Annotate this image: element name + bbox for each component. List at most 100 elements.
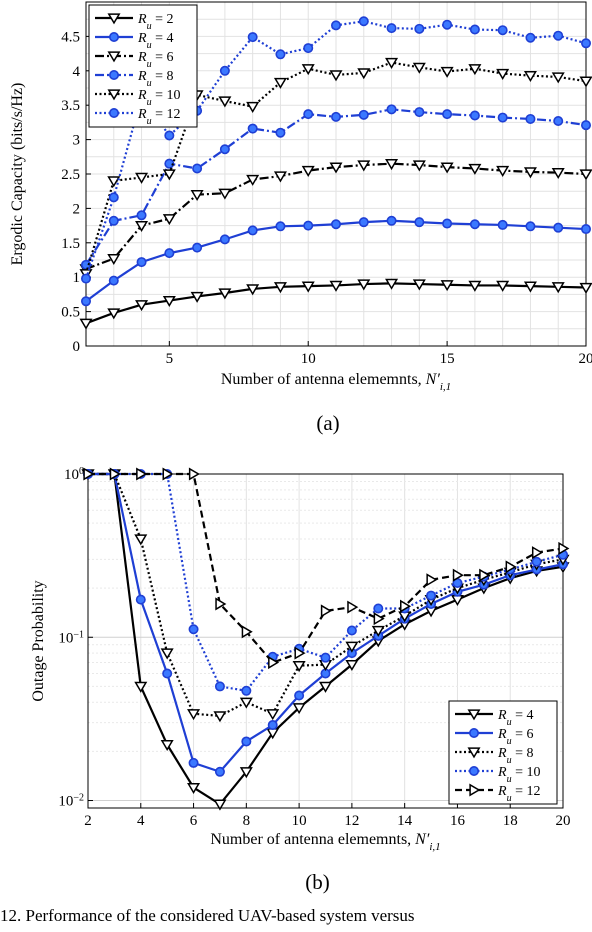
data-point [373,603,384,614]
panel-label: (a) [316,411,339,435]
series-ru8 [81,104,591,270]
data-point [292,661,306,673]
legend-label: Ru = 4 [497,708,533,728]
data-point [371,625,385,637]
data-point [580,120,591,131]
y-axis-label: Ergodic Capacity (bits/s/Hz) [9,83,26,266]
data-point [109,467,121,481]
data-point [330,20,341,31]
data-point [440,66,454,78]
data-point [357,279,371,291]
legend-label: Ru = 8 [137,69,173,89]
legend-swatch-marker [107,51,121,63]
data-point [303,220,314,231]
data-point [468,163,482,175]
y-axis-label: Outage Probability [30,580,47,701]
data-point [294,646,306,660]
data-point [273,282,287,294]
series-ru10 [79,57,592,281]
data-point [525,113,536,124]
data-point [247,123,258,134]
legend-label: Ru = 4 [137,31,173,51]
data-point [292,703,306,715]
data-point [469,110,480,121]
data-point [531,556,542,567]
data-point [357,160,371,172]
y-tick-label: 1.5 [61,236,80,252]
data-point [496,280,510,292]
data-point [136,257,147,268]
data-point [414,217,425,228]
data-point [188,624,199,635]
data-point [275,49,286,60]
y-tick-label: 100 [64,466,84,484]
data-point [188,757,199,768]
data-point [164,158,175,169]
series-ru4 [81,215,591,307]
data-point [215,597,227,611]
y-tick-label: 4 [73,64,81,80]
data-point [267,720,278,731]
data-point [579,169,592,181]
data-point [134,681,148,693]
data-point [346,625,357,636]
data-point [551,167,565,180]
data-point [412,62,426,74]
data-point [301,165,315,177]
data-point [523,281,537,293]
data-point [190,189,204,202]
data-point [551,282,565,294]
data-point [268,656,280,670]
y-tick-label: 1 [73,270,81,286]
y-tick-label: 3 [73,133,81,149]
data-point [496,165,510,177]
data-point [218,188,232,200]
data-point [580,224,591,235]
y-tick-label: 10−1 [58,629,84,647]
data-point [273,77,287,89]
data-point [247,32,258,43]
data-point [162,668,173,679]
series-ru6 [79,159,592,276]
series-ru2 [79,278,592,330]
x-axis-label: Number of antenna elememnts, N′i,1 [210,831,440,853]
data-point [275,221,286,232]
data-point [414,23,425,34]
x-tick-label: 14 [397,813,413,829]
data-point [551,72,565,84]
data-point [107,176,121,188]
data-point [497,112,508,123]
legend-label: Ru = 8 [497,746,533,766]
data-point [239,697,253,709]
legend-swatch-marker [109,108,120,119]
data-point [266,709,280,721]
data-point [273,171,287,183]
series-ru10 [83,468,568,696]
legend-swatch-marker [467,747,481,759]
data-point [301,64,315,76]
data-point [468,280,482,292]
y-tick-label: 2 [73,201,81,217]
figure-caption: 12. Performance of the considered UAV-ba… [0,906,415,925]
data-point [442,218,453,229]
x-tick-label: 16 [450,813,466,829]
series-ru12 [83,467,570,670]
data-point [108,275,119,286]
data-point [523,70,537,83]
legend-swatch-marker [107,13,121,25]
legend-label: Ru = 6 [497,727,533,747]
data-point [192,163,203,174]
data-point [330,111,341,122]
data-point [219,234,230,245]
x-tick-label: 5 [166,351,174,367]
legend-label: Ru = 2 [137,12,173,32]
data-point [440,280,454,292]
data-point [79,318,93,330]
legend-box [448,700,558,805]
data-point [135,594,146,605]
data-point [553,222,564,233]
data-point [497,219,508,230]
data-point [246,101,260,113]
data-point [329,280,343,292]
